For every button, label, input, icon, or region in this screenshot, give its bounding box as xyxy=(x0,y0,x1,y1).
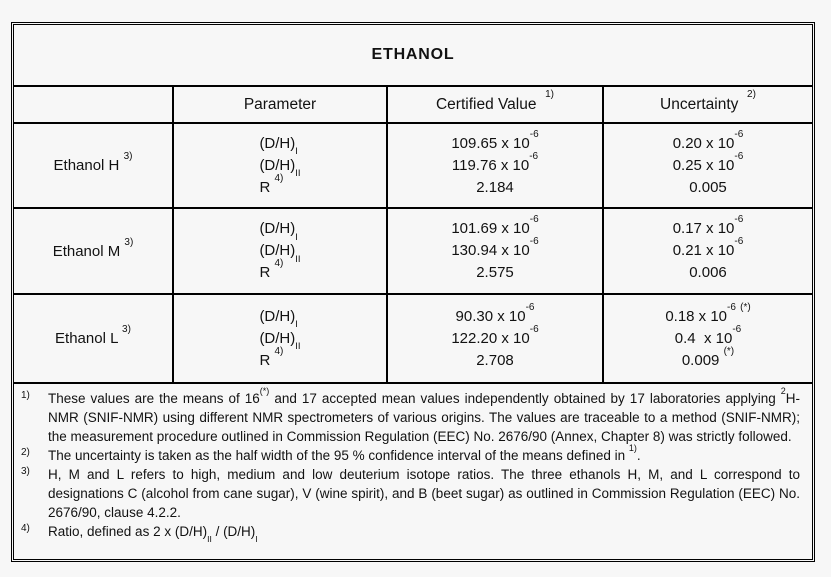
row-label: Ethanol L 3) xyxy=(55,324,131,348)
parameter-cell: (D/H)I (D/H)II R 4) xyxy=(172,293,386,382)
title-row: ETHANOL xyxy=(14,25,812,87)
certified-value-line: 90.30 x 10-6 xyxy=(455,301,535,325)
footnote-marker: 4) xyxy=(21,523,30,534)
row-label-cell: Ethanol M 3) xyxy=(14,207,172,293)
footnote-marker: 2) xyxy=(21,447,30,458)
row-label: Ethanol M 3) xyxy=(52,236,134,260)
certified-value-line: 2.575 xyxy=(476,264,514,281)
parameter-cell: (D/H)I (D/H)II R 4) xyxy=(172,207,386,293)
row-label: Ethanol H 3) xyxy=(53,151,133,175)
uncertainty-line: 0.17 x 10-6 xyxy=(672,214,744,238)
column-header-label: Uncertainty 2) xyxy=(660,89,756,113)
data-grid: Parameter Certified Value 1) Uncertainty… xyxy=(14,87,812,382)
parameter-line: R 4) xyxy=(259,172,284,196)
certified-value-line: 109.65 x 10-6 xyxy=(451,128,539,152)
footnote: 4) Ratio, defined as 2 x (D/H)II / (D/H)… xyxy=(21,522,800,544)
footnote: 3) H, M and L refers to high, medium and… xyxy=(21,465,800,522)
uncertainty-line: 0.4 x 10-6 xyxy=(674,323,742,347)
column-header-certified-value: Certified Value 1) xyxy=(386,87,602,122)
footnote-text: Ratio, defined as 2 x (D/H)II / (D/H)I xyxy=(48,524,258,544)
certified-value-line: 130.94 x 10-6 xyxy=(451,236,539,260)
row-label-cell: Ethanol H 3) xyxy=(14,122,172,207)
uncertainty-line: 0.20 x 10-6 xyxy=(672,128,744,152)
column-header-label: Parameter xyxy=(243,95,317,113)
footnote: 2) The uncertainty is taken as the half … xyxy=(21,442,800,465)
certified-value-cell: 90.30 x 10-6 122.20 x 10-6 2.708 xyxy=(386,293,602,382)
footnote: 1) These values are the means of 16(*) a… xyxy=(21,385,801,446)
footnote-text: These values are the means of 16(*) and … xyxy=(48,385,801,444)
certified-value-line: 122.20 x 10-6 xyxy=(451,323,539,347)
column-header-parameter: Parameter xyxy=(172,87,386,122)
uncertainty-line: 0.006 xyxy=(689,264,727,281)
uncertainty-line: 0.009 (*) xyxy=(681,345,735,369)
parameter-cell: (D/H)I (D/H)II R 4) xyxy=(172,122,386,207)
column-header-empty xyxy=(14,87,172,122)
uncertainty-cell: 0.20 x 10-6 0.25 x 10-6 0.005 xyxy=(602,122,812,207)
certified-value-cell: 101.69 x 10-6 130.94 x 10-6 2.575 xyxy=(386,207,602,293)
footnotes-section: 1) These values are the means of 16(*) a… xyxy=(14,382,812,559)
parameter-line: (D/H)II xyxy=(259,329,301,352)
parameter-line: (D/H)II xyxy=(259,156,301,179)
uncertainty-line: 0.25 x 10-6 xyxy=(672,150,744,174)
row-label-cell: Ethanol L 3) xyxy=(14,293,172,382)
uncertainty-line: 0.005 xyxy=(689,178,727,196)
footnote-marker: 3) xyxy=(21,466,30,477)
certified-value-line: 2.708 xyxy=(476,351,514,369)
certified-value-cell: 109.65 x 10-6 119.76 x 10-6 2.184 xyxy=(386,122,602,207)
page-title: ETHANOL xyxy=(371,46,455,63)
certified-value-line: 101.69 x 10-6 xyxy=(451,214,539,238)
parameter-line: (D/H)I xyxy=(259,220,298,243)
certificate-table: ETHANOL Parameter Certified Value 1) Unc… xyxy=(11,22,815,562)
parameter-line: R 4) xyxy=(259,345,284,369)
uncertainty-line: 0.18 x 10-6 (*) xyxy=(665,301,751,325)
parameter-line: (D/H)I xyxy=(259,134,298,157)
parameter-line: R 4) xyxy=(259,258,284,282)
certified-value-line: 119.76 x 10-6 xyxy=(451,150,539,174)
certified-value-line: 2.184 xyxy=(476,178,514,196)
uncertainty-line: 0.21 x 10-6 xyxy=(672,236,744,260)
parameter-line: (D/H)I xyxy=(259,307,298,330)
footnote-text: The uncertainty is taken as the half wid… xyxy=(48,442,641,463)
footnote-marker: 1) xyxy=(21,390,30,401)
parameter-line: (D/H)II xyxy=(259,242,301,265)
footnote-text: H, M and L refers to high, medium and lo… xyxy=(48,467,800,520)
uncertainty-cell: 0.17 x 10-6 0.21 x 10-6 0.006 xyxy=(602,207,812,293)
column-header-uncertainty: Uncertainty 2) xyxy=(602,87,812,122)
column-header-label: Certified Value 1) xyxy=(435,89,555,113)
uncertainty-cell: 0.18 x 10-6 (*) 0.4 x 10-6 0.009 (*) xyxy=(602,293,812,382)
